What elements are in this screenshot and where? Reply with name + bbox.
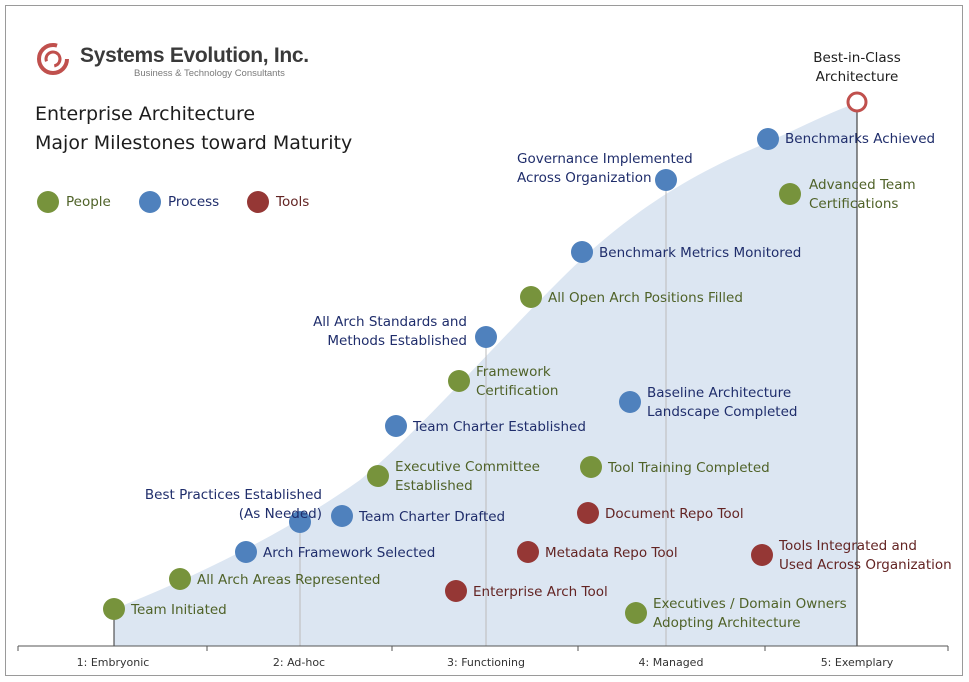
- milestone-label: Framework: [476, 364, 551, 380]
- milestones: Team Initiated All Arch Areas Represented…: [103, 128, 952, 631]
- milestone-tools-integrated-and-used-across-organization: Tools Integrated and Used Across Organiza…: [751, 538, 952, 573]
- legend-label-tools: Tools: [275, 194, 309, 210]
- diagram-title-line-2: Major Milestones toward Maturity: [35, 132, 353, 154]
- people-milestone-icon: [779, 183, 801, 205]
- milestone-enterprise-arch-tool: Enterprise Arch Tool: [445, 580, 608, 602]
- milestone-advanced-team-certifications: Advanced Team Certifications: [779, 177, 916, 212]
- milestone-all-open-arch-positions-filled: All Open Arch Positions Filled: [520, 286, 743, 308]
- milestone-label: Enterprise Arch Tool: [473, 584, 608, 600]
- milestone-label: Executives / Domain Owners: [653, 596, 847, 612]
- legend-label-process: Process: [168, 194, 219, 210]
- stage-label: 3: Functioning: [447, 656, 525, 669]
- tools-legend-icon: [247, 191, 269, 213]
- people-milestone-icon: [448, 370, 470, 392]
- people-milestone-icon: [520, 286, 542, 308]
- milestone-label: Established: [395, 478, 473, 494]
- milestone-label: Benchmarks Achieved: [785, 131, 935, 147]
- company-tagline: Business & Technology Consultants: [134, 68, 285, 79]
- milestone-label: Metadata Repo Tool: [545, 545, 678, 561]
- company-logo-icon: [37, 43, 69, 75]
- milestone-label: Document Repo Tool: [605, 506, 744, 522]
- milestone-label: All Arch Areas Represented: [197, 572, 380, 588]
- stage-label: 2: Ad-hoc: [273, 656, 325, 669]
- milestone-document-repo-tool: Document Repo Tool: [577, 502, 744, 524]
- tools-milestone-icon: [751, 544, 773, 566]
- milestone-benchmark-metrics-monitored: Benchmark Metrics Monitored: [571, 241, 801, 263]
- milestone-label: All Open Arch Positions Filled: [548, 290, 743, 306]
- milestone-governance-implemented-across-organization: Governance Implemented Across Organizatio…: [517, 151, 693, 191]
- best-in-class-label: Architecture: [816, 69, 899, 85]
- milestone-label: Executive Committee: [395, 459, 540, 475]
- stage-axis-ticks: [17, 646, 949, 651]
- people-milestone-icon: [367, 465, 389, 487]
- process-milestone-icon: [619, 391, 641, 413]
- people-legend-icon: [37, 191, 59, 213]
- milestone-label: Arch Framework Selected: [263, 545, 435, 561]
- milestone-label: Benchmark Metrics Monitored: [599, 245, 801, 261]
- tools-milestone-icon: [577, 502, 599, 524]
- process-milestone-icon: [475, 326, 497, 348]
- stage-label: 1: Embryonic: [77, 656, 150, 669]
- milestone-all-arch-standards-and-methods-established: All Arch Standards and Methods Establishe…: [313, 314, 497, 349]
- process-milestone-icon: [655, 169, 677, 191]
- company-name: Systems Evolution, Inc.: [80, 44, 309, 67]
- stage-axis-labels: 1: Embryonic 2: Ad-hoc 3: Functioning 4: Ma…: [77, 656, 894, 669]
- people-milestone-icon: [169, 568, 191, 590]
- stage-label: 4: Managed: [639, 656, 704, 669]
- milestone-label: (As Needed): [239, 506, 322, 522]
- milestone-team-initiated: Team Initiated: [103, 598, 227, 620]
- milestone-label: Team Charter Established: [412, 419, 586, 435]
- process-milestone-icon: [385, 415, 407, 437]
- diagram-title-line-1: Enterprise Architecture: [35, 103, 256, 125]
- milestone-label: Best Practices Established: [145, 487, 322, 503]
- best-in-class-ring-icon: [846, 91, 868, 113]
- stage-guide-lines: [113, 112, 858, 646]
- milestone-team-charter-drafted: Team Charter Drafted: [331, 505, 505, 527]
- process-milestone-icon: [331, 505, 353, 527]
- milestone-label: Tools Integrated and: [778, 538, 917, 554]
- best-in-class-label: Best-in-Class: [813, 50, 900, 66]
- milestone-label: Tool Training Completed: [607, 460, 770, 476]
- legend-label-people: People: [66, 194, 111, 210]
- milestone-label: Certifications: [809, 196, 898, 212]
- process-milestone-icon: [289, 511, 311, 533]
- milestone-label: Methods Established: [327, 333, 467, 349]
- milestone-framework-certification: Framework Certification: [448, 364, 558, 399]
- milestone-team-charter-established: Team Charter Established: [385, 415, 586, 437]
- milestone-baseline-architecture-landscape-completed: Baseline Architecture Landscape Completed: [619, 385, 797, 420]
- milestone-label: All Arch Standards and: [313, 314, 467, 330]
- milestone-label: Team Charter Drafted: [358, 509, 505, 525]
- people-milestone-icon: [103, 598, 125, 620]
- milestone-label: Across Organization: [517, 170, 652, 186]
- milestone-label: Certification: [476, 383, 558, 399]
- milestone-metadata-repo-tool: Metadata Repo Tool: [517, 541, 678, 563]
- stage-label: 5: Exemplary: [821, 656, 894, 669]
- process-milestone-icon: [757, 128, 779, 150]
- tools-milestone-icon: [517, 541, 539, 563]
- milestone-executives-domain-owners-adopting-architecture: Executives / Domain Owners Adopting Archi…: [625, 596, 847, 631]
- milestone-label: Governance Implemented: [517, 151, 693, 167]
- milestone-label: Advanced Team: [809, 177, 916, 193]
- milestone-label: Baseline Architecture: [647, 385, 791, 401]
- milestone-arch-framework-selected: Arch Framework Selected: [235, 541, 435, 563]
- process-milestone-icon: [571, 241, 593, 263]
- milestone-executive-committee-established: Executive Committee Established: [367, 459, 540, 494]
- people-milestone-icon: [625, 602, 647, 624]
- milestone-label: Team Initiated: [130, 602, 227, 618]
- milestone-all-arch-areas-represented: All Arch Areas Represented: [169, 568, 380, 590]
- milestone-benchmarks-achieved: Benchmarks Achieved: [757, 128, 935, 150]
- process-milestone-icon: [235, 541, 257, 563]
- process-legend-icon: [139, 191, 161, 213]
- tools-milestone-icon: [445, 580, 467, 602]
- milestone-label: Used Across Organization: [779, 557, 952, 573]
- slide-frame: [5, 5, 963, 676]
- milestone-tool-training-completed: Tool Training Completed: [580, 456, 770, 478]
- milestone-label: Landscape Completed: [647, 404, 797, 420]
- milestone-best-practices-established-as-needed: Best Practices Established (As Needed): [145, 487, 322, 533]
- legend: People Process Tools: [37, 191, 309, 213]
- people-milestone-icon: [580, 456, 602, 478]
- best-in-class-marker: Best-in-Class Architecture: [813, 50, 901, 113]
- milestone-label: Adopting Architecture: [653, 615, 801, 631]
